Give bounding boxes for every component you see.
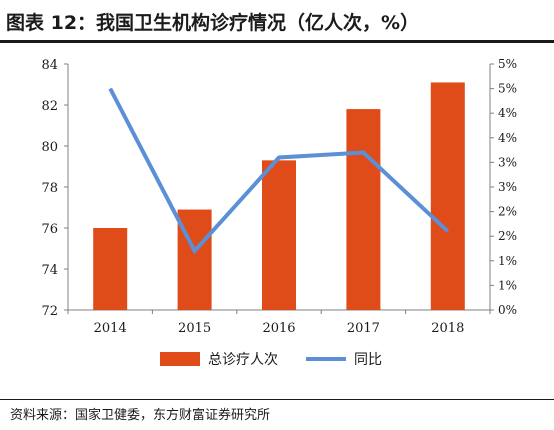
x-tick-label: 2018 [431,321,464,336]
legend-label-line: 同比 [354,352,382,368]
left-tick-label: 76 [41,222,58,237]
right-tick-label: 3% [498,180,517,194]
x-tick-label: 2016 [262,321,295,336]
right-tick-label: 1% [498,278,517,292]
legend-swatch-bar [160,352,200,366]
right-tick-label: 2% [498,205,517,219]
x-tick-label: 2015 [178,321,211,336]
combo-chart: 72 74 76 78 80 82 84 0% 1% 1% 2% 2% 3% 3% 4% 4% 5% 5% 2014… [41,57,517,368]
right-tick-label: 1% [498,254,517,268]
left-tick-label: 84 [41,58,58,73]
right-tick-label: 5% [498,57,517,71]
chart-title: 图表 12：我国卫生机构诊疗情况（亿人次，%） [6,12,420,34]
right-tick-label: 5% [498,82,517,96]
legend-label-bar: 总诊疗人次 [208,352,278,368]
left-tick-label: 78 [41,181,58,196]
chart-area: 72 74 76 78 80 82 84 0% 1% 1% 2% 2% 3% 3% 4% 4% 5% 5% 2014… [0,44,554,394]
bar-2017 [346,109,381,310]
bar-2018 [430,82,465,310]
x-tick-label: 2017 [347,321,380,336]
right-tick-label: 4% [498,106,517,120]
left-tick-label: 80 [41,140,58,155]
title-rule [0,40,554,43]
footer-rule [0,399,554,400]
bar-2016 [262,160,296,310]
right-tick-label: 0% [498,303,517,317]
left-tick-label: 82 [41,99,58,114]
left-tick-label: 72 [41,304,58,319]
right-tick-label: 4% [498,131,517,145]
left-tick-label: 74 [41,263,58,278]
source-note: 资料来源：国家卫健委，东方财富证券研究所 [10,408,271,423]
right-tick-label: 3% [498,155,517,169]
bar-2014 [93,228,128,310]
right-tick-label: 2% [498,229,517,243]
x-tick-label: 2014 [94,321,127,336]
